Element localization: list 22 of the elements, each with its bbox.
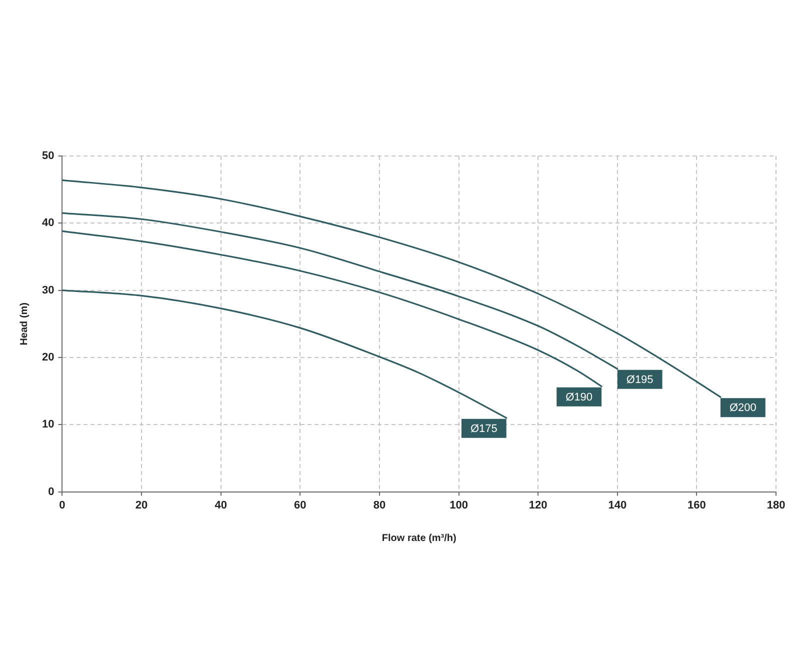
y-tick-label: 50 — [42, 150, 54, 162]
x-tick-label: 140 — [608, 499, 627, 512]
series-label: Ø175 — [470, 422, 498, 435]
y-tick-label: 40 — [42, 217, 54, 230]
x-tick-label: 80 — [373, 499, 386, 512]
series-label: Ø195 — [626, 374, 654, 386]
y-tick-label: 30 — [42, 284, 54, 296]
x-tick-label: 160 — [688, 499, 706, 512]
x-tick-label: 0 — [59, 499, 66, 512]
y-tick-label: 20 — [42, 352, 54, 364]
series-label: Ø200 — [729, 402, 756, 414]
series-label: Ø190 — [566, 391, 593, 404]
y-axis-title: Head (m) — [18, 302, 30, 346]
x-axis-title: Flow rate (m³/h) — [382, 532, 456, 544]
x-tick-label: 100 — [450, 499, 468, 512]
x-tick-label: 60 — [294, 499, 306, 512]
y-tick-label: 10 — [42, 418, 54, 431]
x-tick-label: 180 — [766, 499, 786, 512]
x-tick-label: 20 — [135, 499, 148, 512]
x-tick-label: 120 — [528, 499, 548, 512]
y-tick-label: 0 — [48, 486, 54, 498]
x-tick-label: 40 — [214, 499, 227, 512]
